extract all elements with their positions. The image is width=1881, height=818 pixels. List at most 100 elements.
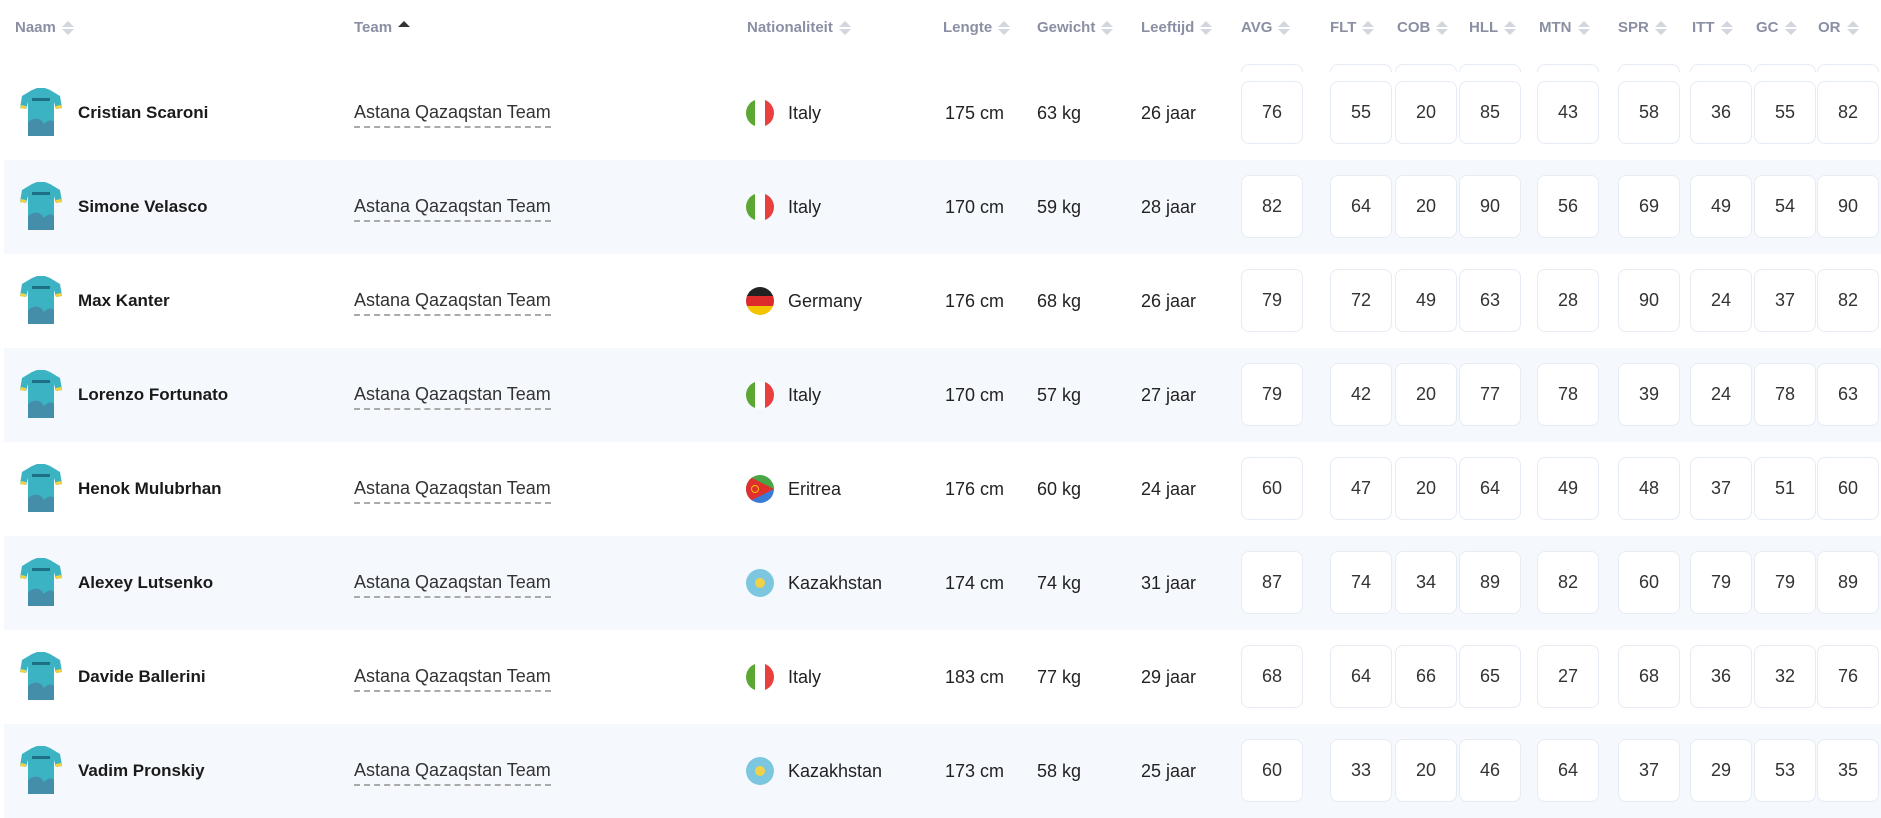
header-leeftijd[interactable]: Leeftijd <box>1141 19 1213 36</box>
stat-or: 63 <box>1817 363 1879 426</box>
stat-hll: 90 <box>1459 175 1521 238</box>
stat-flt: 64 <box>1330 175 1392 238</box>
sort-icon <box>1200 20 1213 35</box>
table-row[interactable]: Davide Ballerini Astana Qazaqstan Team I… <box>4 630 1881 724</box>
sort-icon <box>998 20 1011 35</box>
header-hll-label: HLL <box>1469 19 1499 36</box>
stat-itt: 24 <box>1690 269 1752 332</box>
header-nationaliteit[interactable]: Nationaliteit <box>747 19 851 36</box>
team-link[interactable]: Astana Qazaqstan Team <box>354 572 551 598</box>
table-row[interactable]: Max Kanter Astana Qazaqstan Team Germany… <box>4 254 1881 348</box>
rider-name[interactable]: Max Kanter <box>78 291 170 310</box>
team-link[interactable]: Astana Qazaqstan Team <box>354 196 551 222</box>
jersey-icon <box>20 652 62 700</box>
italy-flag-icon <box>746 663 774 691</box>
header-team[interactable]: Team <box>354 19 411 36</box>
italy-flag-icon <box>746 381 774 409</box>
stat-or: 82 <box>1817 81 1879 144</box>
header-spr-label: SPR <box>1618 19 1649 36</box>
team-link[interactable]: Astana Qazaqstan Team <box>354 666 551 692</box>
stat-mtn: 49 <box>1537 457 1599 520</box>
jersey-icon <box>20 558 62 606</box>
country-name: Kazakhstan <box>788 760 883 781</box>
rider-name[interactable]: Vadim Pronskiy <box>78 761 205 780</box>
stat-hll: 46 <box>1459 739 1521 802</box>
table-header: Naam Team Nationaliteit Lengte Gewicht Leefti… <box>0 0 1881 62</box>
stat-mtn: 28 <box>1537 269 1599 332</box>
stat-avg: 60 <box>1241 457 1303 520</box>
rider-name[interactable]: Henok Mulubrhan <box>78 479 222 498</box>
height: 173 cm <box>945 760 1005 781</box>
table-row[interactable]: Lorenzo Fortunato Astana Qazaqstan Team … <box>4 348 1881 442</box>
header-flt[interactable]: FLT <box>1330 19 1375 36</box>
team-link[interactable]: Astana Qazaqstan Team <box>354 760 551 786</box>
team-link[interactable]: Astana Qazaqstan Team <box>354 478 551 504</box>
header-cob-label: COB <box>1397 19 1431 36</box>
kazakhstan-flag-icon <box>746 757 774 785</box>
sort-icon <box>1846 20 1859 35</box>
header-mtn[interactable]: MTN <box>1539 19 1590 36</box>
table-row[interactable]: Simone Velasco Astana Qazaqstan Team Ita… <box>4 160 1881 254</box>
italy-flag-icon <box>746 193 774 221</box>
rider-name[interactable]: Davide Ballerini <box>78 667 206 686</box>
stat-cob: 34 <box>1395 551 1457 614</box>
team-link[interactable]: Astana Qazaqstan Team <box>354 102 551 128</box>
country-name: Germany <box>788 290 863 311</box>
sort-icon <box>1436 20 1449 35</box>
jersey-icon <box>20 746 62 794</box>
stat-hll: 77 <box>1459 363 1521 426</box>
nationality: Italy <box>746 66 821 160</box>
height: 176 cm <box>945 478 1005 499</box>
height: 170 cm <box>945 196 1005 217</box>
table-row[interactable]: Alexey Lutsenko Astana Qazaqstan Team Ka… <box>4 536 1881 630</box>
stat-cob: 20 <box>1395 457 1457 520</box>
stat-flt: 64 <box>1330 645 1392 708</box>
nationality: Italy <box>746 160 821 254</box>
header-nationaliteit-label: Nationaliteit <box>747 19 833 36</box>
header-avg-label: AVG <box>1241 19 1273 36</box>
rider-name[interactable]: Lorenzo Fortunato <box>78 385 229 404</box>
rider-name[interactable]: Alexey Lutsenko <box>78 573 214 592</box>
age: 24 jaar <box>1141 478 1197 499</box>
header-spr[interactable]: SPR <box>1618 19 1667 36</box>
header-leeftijd-label: Leeftijd <box>1141 19 1195 36</box>
stat-mtn: 27 <box>1537 645 1599 708</box>
height: 174 cm <box>945 572 1005 593</box>
stat-avg: 76 <box>1241 81 1303 144</box>
stat-hll: 65 <box>1459 645 1521 708</box>
stat-itt: 37 <box>1690 457 1752 520</box>
header-cob[interactable]: COB <box>1397 19 1449 36</box>
header-team-label: Team <box>354 19 393 36</box>
stat-avg: 68 <box>1241 645 1303 708</box>
stat-cob: 49 <box>1395 269 1457 332</box>
stat-cob: 20 <box>1395 739 1457 802</box>
italy-flag-icon <box>746 99 774 127</box>
table-row[interactable]: Henok Mulubrhan Astana Qazaqstan Team Er… <box>4 442 1881 536</box>
nationality: Kazakhstan <box>746 536 882 630</box>
team-link[interactable]: Astana Qazaqstan Team <box>354 290 551 316</box>
sort-icon <box>1577 20 1590 35</box>
stat-spr: 48 <box>1618 457 1680 520</box>
header-itt[interactable]: ITT <box>1692 19 1733 36</box>
rider-name[interactable]: Simone Velasco <box>78 197 208 216</box>
rider-name[interactable]: Cristian Scaroni <box>78 103 209 122</box>
age: 26 jaar <box>1141 290 1197 311</box>
stat-spr: 90 <box>1618 269 1680 332</box>
table-row[interactable]: Cristian Scaroni Astana Qazaqstan Team I… <box>4 66 1881 160</box>
weight: 59 kg <box>1037 196 1082 217</box>
stat-or: 60 <box>1817 457 1879 520</box>
team-link[interactable]: Astana Qazaqstan Team <box>354 384 551 410</box>
header-lengte[interactable]: Lengte <box>943 19 1011 36</box>
stat-mtn: 82 <box>1537 551 1599 614</box>
header-gewicht[interactable]: Gewicht <box>1037 19 1114 36</box>
header-gc-label: GC <box>1756 19 1779 36</box>
table-row[interactable]: Vadim Pronskiy Astana Qazaqstan Team Kaz… <box>4 724 1881 818</box>
header-hll[interactable]: HLL <box>1469 19 1517 36</box>
jersey-icon <box>20 276 62 324</box>
stat-itt: 79 <box>1690 551 1752 614</box>
germany-flag-icon <box>746 287 774 315</box>
header-naam[interactable]: Naam <box>15 19 74 36</box>
header-or[interactable]: OR <box>1818 19 1859 36</box>
header-avg[interactable]: AVG <box>1241 19 1291 36</box>
header-gc[interactable]: GC <box>1756 19 1797 36</box>
